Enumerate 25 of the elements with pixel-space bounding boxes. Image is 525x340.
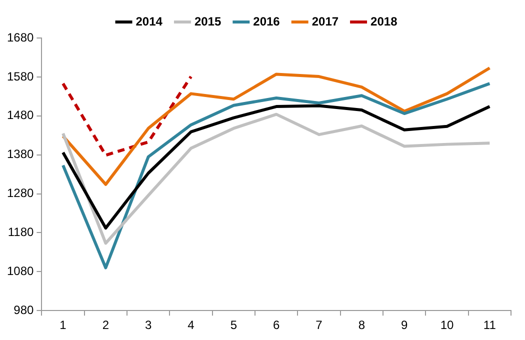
- y-tick-label: 1180: [8, 225, 34, 240]
- line-series: [62, 75, 193, 157]
- x-tick-label: 6: [273, 318, 280, 332]
- x-tick-label: 3: [145, 318, 152, 332]
- legend-label: 2015: [194, 14, 222, 28]
- y-tick-label: 1280: [6, 186, 34, 200]
- legend-label: 2016: [253, 14, 280, 28]
- legend-label: 2017: [312, 14, 339, 28]
- x-tick-label: 7: [316, 318, 323, 332]
- y-tick-label: 1380: [6, 147, 34, 162]
- legend-label: 2018: [370, 14, 398, 28]
- legend-label: 2014: [136, 14, 163, 28]
- x-tick-label: 1: [60, 318, 67, 332]
- y-tick-label: 1680: [6, 30, 34, 44]
- x-tick-label: 8: [358, 318, 366, 332]
- y-tick-label: 980: [14, 302, 34, 317]
- x-tick-label: 5: [230, 318, 238, 332]
- y-tick-label: 1480: [6, 108, 34, 122]
- x-tick-label: 9: [400, 318, 408, 332]
- x-tick-label: 10: [440, 318, 454, 332]
- x-tick-label: 4: [188, 318, 195, 332]
- y-tick-label: 1580: [6, 69, 34, 84]
- x-tick-label: 2: [102, 318, 110, 332]
- x-tick-label: 11: [483, 318, 496, 332]
- y-tick-label: 1080: [6, 264, 34, 278]
